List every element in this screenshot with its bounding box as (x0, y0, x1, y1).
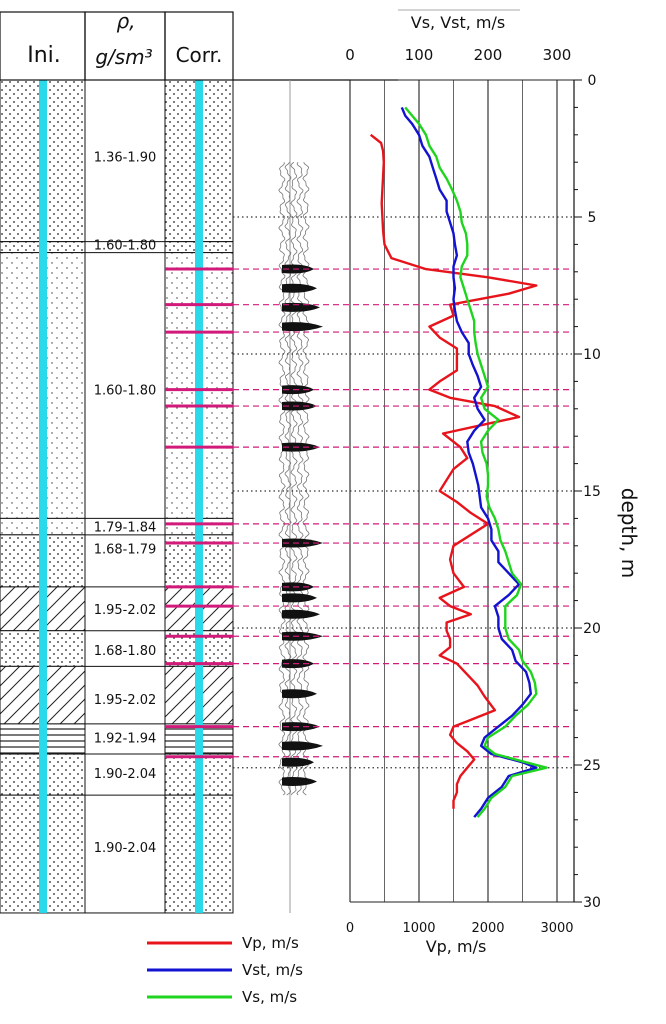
top-tick-label: 200 (474, 46, 503, 64)
seismic-trace (302, 162, 310, 796)
density-label: 1.79-1.84 (94, 521, 157, 536)
legend-label: Vp, m/s (242, 934, 299, 952)
top-tick-label: 100 (405, 46, 434, 64)
seismic-peak (282, 283, 317, 293)
seismic-peak (282, 631, 323, 641)
seismic-peak (282, 741, 323, 751)
lithology-columns (0, 11, 398, 914)
series-line-1 (400, 106, 538, 818)
header-rho: ρ, (116, 9, 135, 33)
density-label: 1.68-1.80 (94, 644, 157, 659)
seismic-trace (296, 161, 304, 796)
seismic-peak (282, 401, 317, 411)
density-label: 1.60-1.80 (94, 238, 157, 253)
bottom-tick-label: 2000 (471, 921, 504, 936)
seismic-peak (282, 302, 320, 312)
seismic-trace (278, 162, 286, 796)
header-rho-unit: g/sm³ (95, 45, 152, 69)
depth-axis-label: depth, m (617, 488, 641, 578)
density-label: 1.90-2.04 (94, 767, 157, 782)
legend: Vp, m/s Vst, m/s Vs, m/s (147, 934, 303, 1006)
density-label: 1.95-2.02 (94, 693, 157, 708)
depth-tick-label: 0 (588, 73, 597, 89)
bottom-axis-label: Vp, m/s (426, 937, 487, 956)
density-label: 1.90-2.04 (94, 841, 157, 856)
seismic-peak (282, 442, 320, 452)
density-labels: 1.36-1.90 1.60-1.80 1.60-1.80 1.79-1.84 1.68… (94, 151, 157, 856)
legend-label: Vst, m/s (242, 961, 303, 979)
density-label: 1.92-1.94 (94, 732, 157, 747)
column-headers: Ini. ρ, g/sm³ Corr. (27, 9, 222, 69)
header-cell (164, 11, 234, 81)
density-label: 1.95-2.02 (94, 603, 157, 618)
depth-tick-label: 5 (588, 210, 597, 226)
bottom-tick-label: 3000 (540, 921, 573, 936)
seismogram-traces (278, 80, 323, 913)
depth-tick-label: 15 (583, 484, 601, 500)
top-tick-label: 0 (345, 46, 355, 64)
bottom-tick-label: 0 (346, 921, 354, 936)
header-ini: Ini. (27, 43, 61, 68)
seismic-trace (290, 161, 298, 796)
depth-tick-label: 30 (583, 895, 601, 911)
seismic-peak (282, 322, 323, 332)
depth-tick-label: 25 (583, 758, 601, 774)
series-line-2 (404, 106, 548, 818)
header-corr: Corr. (176, 43, 223, 67)
seismic-peak (282, 593, 317, 603)
density-label: 1.60-1.80 (94, 384, 157, 399)
density-label: 1.68-1.79 (94, 543, 157, 558)
well-bar-corrected (195, 80, 203, 913)
seismic-peak (282, 609, 320, 619)
seismic-peak (282, 776, 317, 786)
depth-tick-label: 20 (583, 621, 601, 637)
density-label: 1.36-1.90 (94, 151, 157, 166)
top-tick-label: 300 (543, 46, 572, 64)
well-bar-initial (39, 80, 47, 913)
bottom-tick-label: 1000 (402, 921, 435, 936)
series-line-0 (369, 133, 538, 809)
legend-label: Vs, m/s (242, 988, 297, 1006)
seismic-peak (282, 722, 320, 732)
velocity-plot: 0 5 10 15 20 25 30 depth, m Vs, Vst, m/s 0 100 200 3… (233, 9, 641, 956)
seismic-peak (282, 538, 323, 548)
depth-tick-label: 10 (583, 347, 601, 363)
density-column (84, 79, 166, 914)
seismic-peak (282, 689, 317, 699)
top-axis-label: Vs, Vst, m/s (411, 13, 506, 32)
seismic-peak (282, 757, 314, 767)
